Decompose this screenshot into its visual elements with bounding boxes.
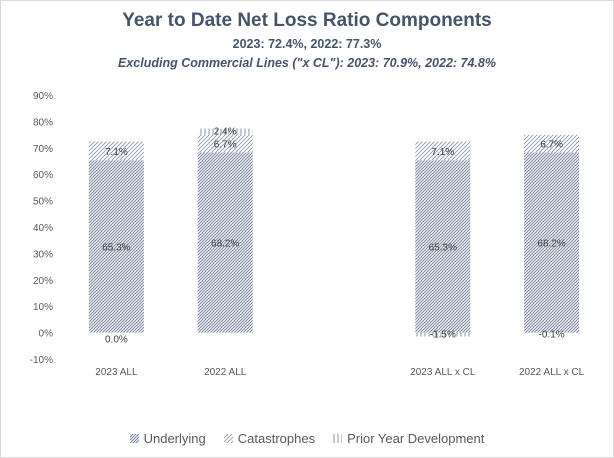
data-label-catastrophes: 7.1% <box>105 147 128 158</box>
data-label-catastrophes: 6.7% <box>214 140 237 151</box>
bar-segment-catastrophes <box>415 141 471 161</box>
data-label-underlying: 68.2% <box>537 239 565 250</box>
y-tick-label: 90% <box>33 91 53 102</box>
legend-label-catastrophes: Catastrophes <box>237 431 316 446</box>
x-tick-label: 2022 ALL <box>204 367 247 378</box>
y-tick-label: 60% <box>33 170 53 181</box>
legend-item-catastrophes: Catastrophes <box>223 431 316 446</box>
legend-label-prior-year-development: Prior Year Development <box>347 431 485 446</box>
y-tick-label: 20% <box>33 276 53 287</box>
y-tick-label: 40% <box>33 223 53 234</box>
chart-subtitle-excluding-cl: Excluding Commercial Lines ("x CL"): 202… <box>118 56 496 70</box>
y-tick-label: 0% <box>39 329 54 340</box>
chart-subtitle: 2023: 72.4%, 2022: 77.3% <box>232 37 382 51</box>
bar-segment-catastrophes <box>88 141 144 161</box>
bar-segment-prior-year-development <box>197 128 253 135</box>
data-label-underlying: 65.3% <box>429 242 457 253</box>
legend-item-prior-year-development: Prior Year Development <box>333 431 484 446</box>
legend-label-underlying: Underlying <box>143 431 206 446</box>
data-label-catastrophes: 6.7% <box>540 140 563 151</box>
bar-segment-underlying <box>88 160 144 333</box>
y-tick-label: 50% <box>33 197 53 208</box>
y-tick-label: 80% <box>33 117 53 128</box>
bar-segment-underlying <box>524 152 580 333</box>
data-label-underlying: 65.3% <box>102 242 130 253</box>
bar-segment-catastrophes <box>524 134 580 153</box>
y-tick-label: -10% <box>30 355 53 366</box>
data-label-prior-year-development: 2.4% <box>214 127 237 138</box>
legend-swatch-prior-year-development <box>333 434 343 443</box>
bar-segment-catastrophes <box>197 134 253 153</box>
data-label-underlying: 68.2% <box>211 239 239 250</box>
bar-segment-prior-year-development <box>415 332 471 337</box>
chart-legend: Underlying Catastrophes Prior Year Devel… <box>0 431 614 446</box>
legend-item-underlying: Underlying <box>129 431 206 446</box>
y-tick-label: 70% <box>33 144 53 155</box>
x-tick-label: 2023 ALL x CL <box>410 367 476 378</box>
chart-title: Year to Date Net Loss Ratio Components <box>122 10 492 31</box>
bar-segment-underlying <box>197 152 253 333</box>
data-label-prior-year-development: 0.0% <box>105 335 128 346</box>
bar-segment-underlying <box>415 160 471 333</box>
x-tick-label: 2022 ALL x CL <box>519 367 585 378</box>
legend-swatch-catastrophes <box>223 434 233 443</box>
data-label-prior-year-development: -1.5% <box>430 330 456 341</box>
x-tick-label: 2023 ALL <box>95 367 138 378</box>
y-tick-label: 30% <box>33 249 53 260</box>
y-tick-label: 10% <box>33 302 53 313</box>
data-label-catastrophes: 7.1% <box>431 147 454 158</box>
data-label-prior-year-development: -0.1% <box>539 330 565 341</box>
legend-swatch-underlying <box>129 434 139 443</box>
